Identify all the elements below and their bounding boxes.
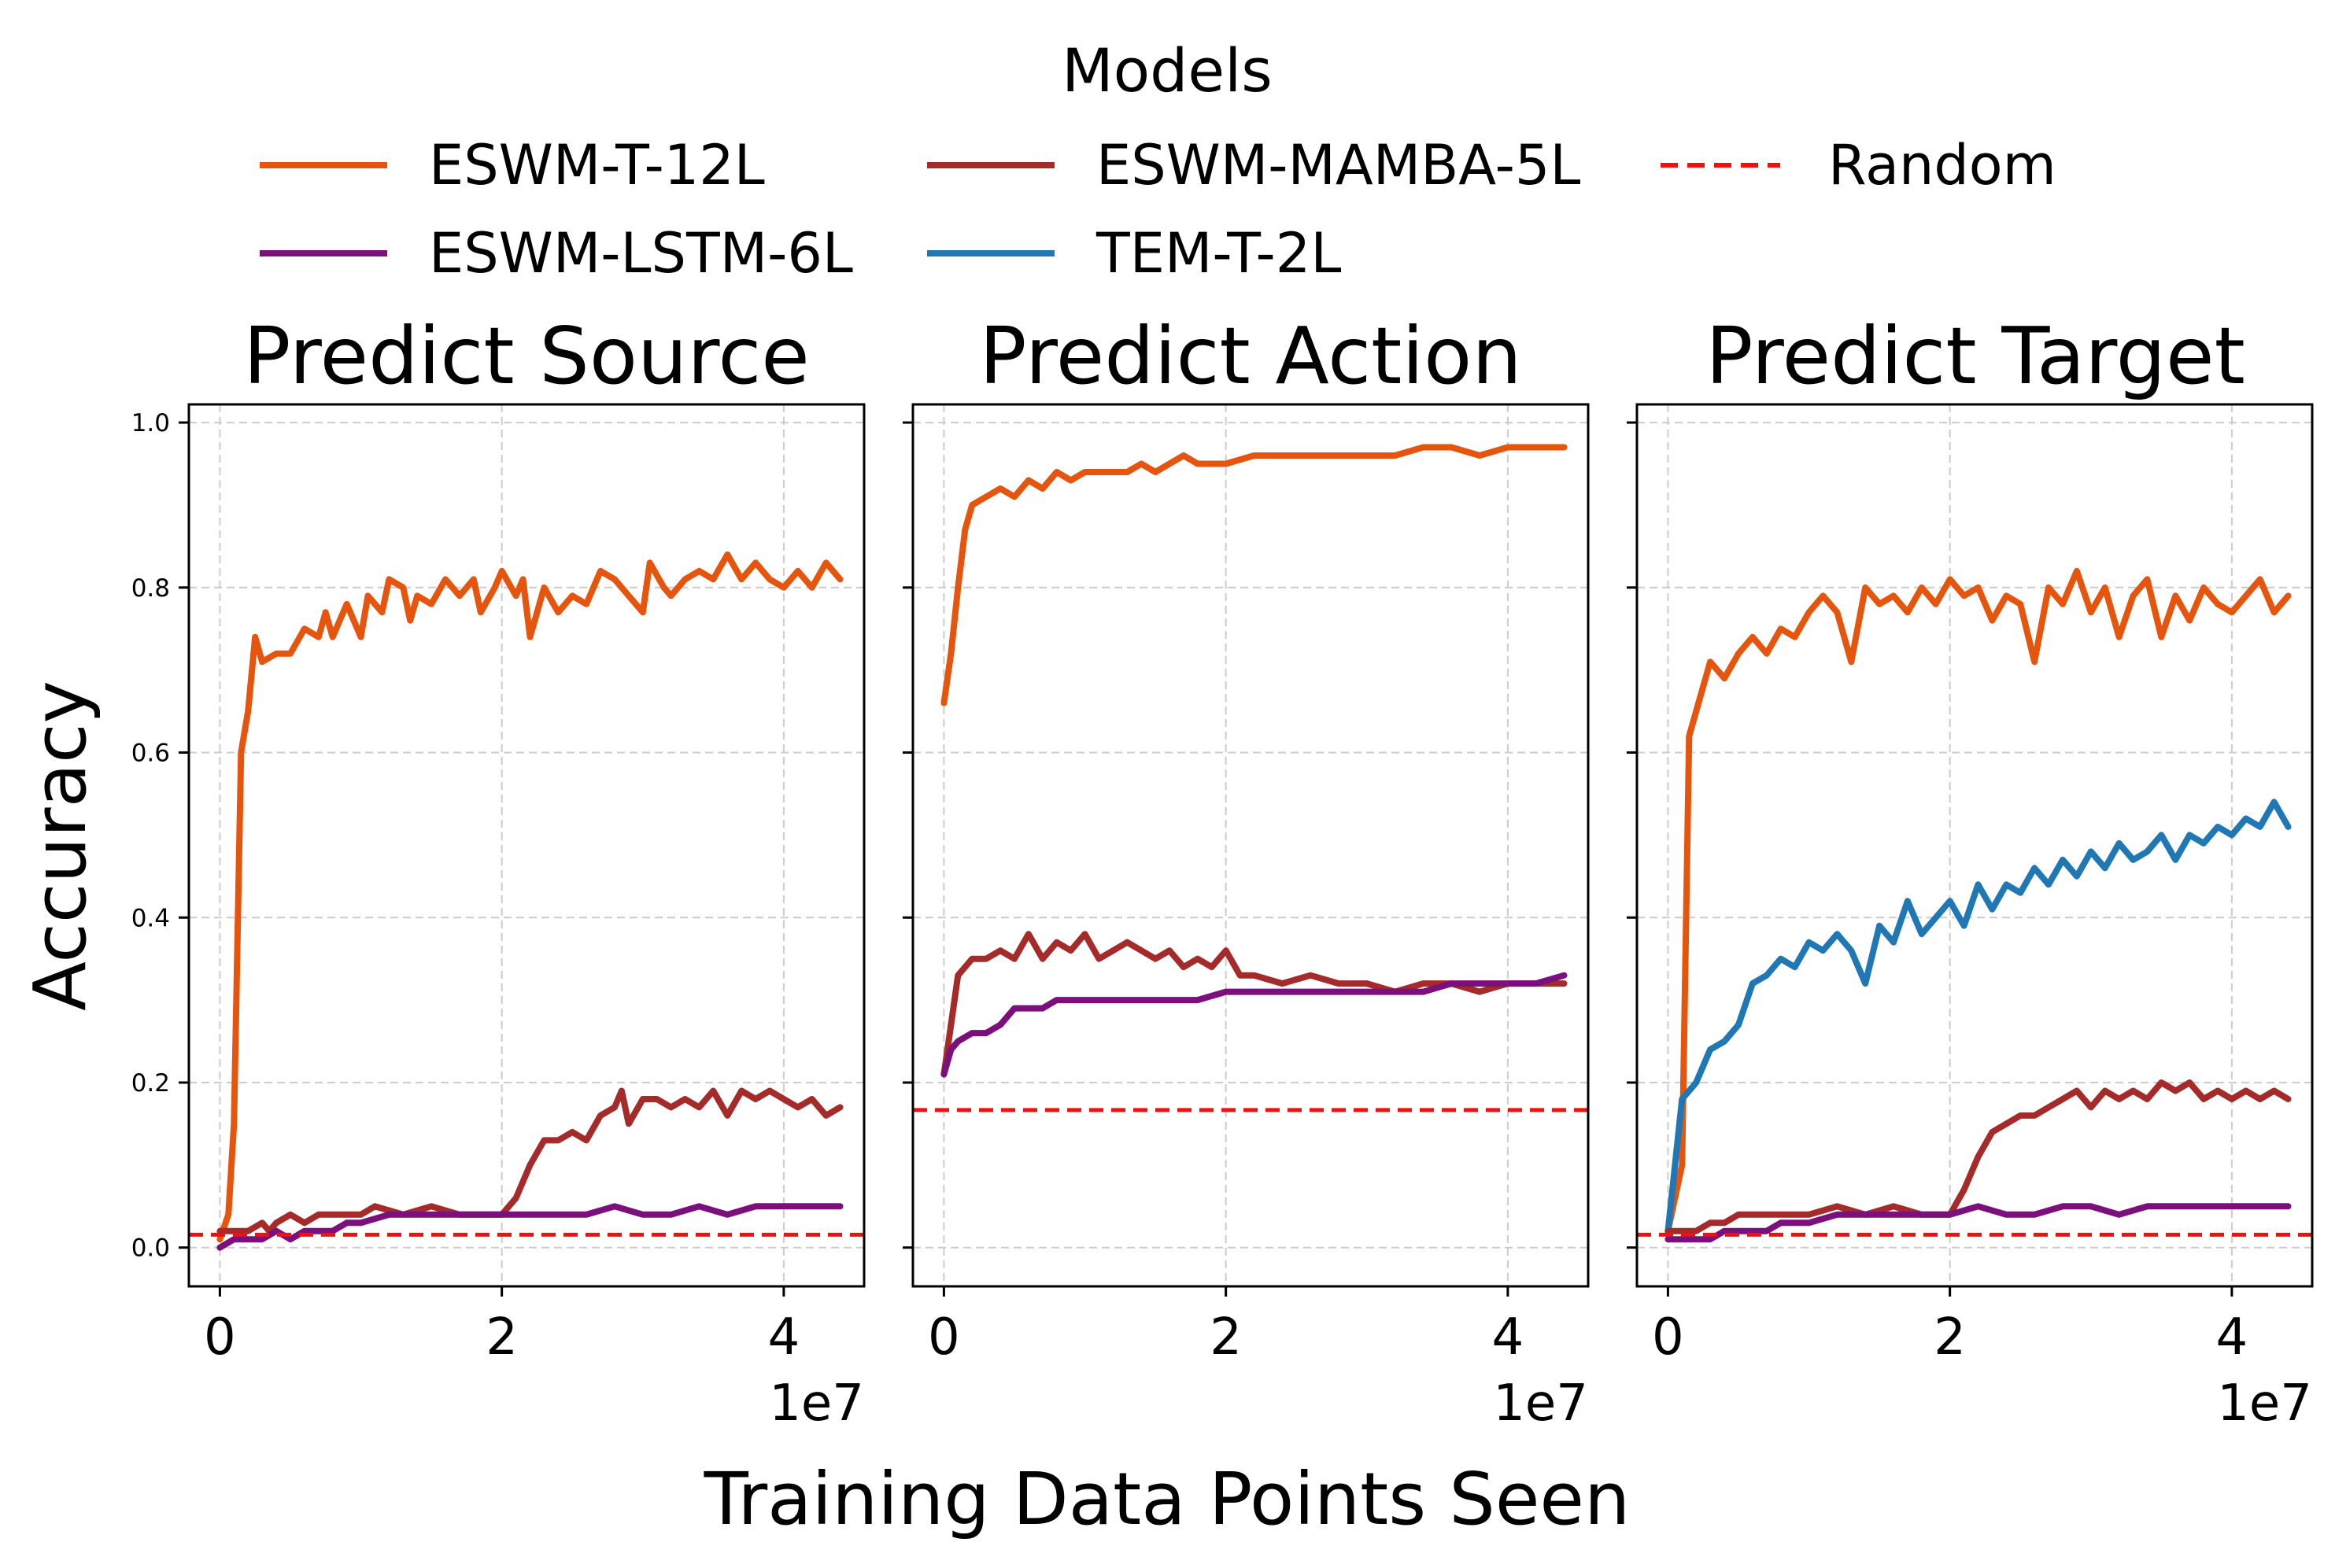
ticks — [1627, 421, 2233, 1297]
legend: Models ESWM-T-12L ESWM-MAMBA-5L Random E… — [260, 35, 2056, 286]
legend-entry-tem-t-2l: TEM-T-2L — [927, 221, 1341, 286]
x-offset-label: 1e7 — [769, 1374, 864, 1433]
axes-frame — [911, 403, 1590, 1288]
x-tick-label: 2 — [1934, 1308, 1966, 1367]
ticks — [903, 421, 1509, 1297]
y-tick-label: 0.0 — [131, 1234, 170, 1263]
x-offset-label: 1e7 — [1493, 1374, 1588, 1433]
x-tick-label: 0 — [928, 1308, 960, 1367]
x-tick-label: 2 — [1210, 1308, 1242, 1367]
panel-predict-target: Predict Target 0 2 4 1e7 — [1627, 310, 2314, 1433]
axes-frame — [187, 403, 866, 1288]
legend-entry-random: Random — [1661, 133, 2056, 197]
y-tick-label: 1.0 — [131, 409, 170, 437]
grid — [1637, 404, 2312, 1286]
series-eswm-mamba-5l — [216, 1087, 844, 1234]
x-tick-label: 2 — [486, 1308, 518, 1367]
series-lines — [189, 551, 864, 1251]
y-axis-label: Accuracy — [18, 681, 102, 1011]
x-tick-label: 0 — [1652, 1308, 1684, 1367]
legend-label-random: Random — [1828, 133, 2056, 197]
series-eswm-t-12l — [1664, 567, 2292, 1234]
legend-label-eswm-mamba-5l: ESWM-MAMBA-5L — [1096, 133, 1580, 197]
legend-label-eswm-lstm-6l: ESWM-LSTM-6L — [429, 221, 853, 286]
legend-title: Models — [1062, 35, 1273, 105]
grid — [189, 404, 864, 1286]
x-tick-labels: 0 2 4 — [928, 1308, 1524, 1367]
x-tick-label: 4 — [2216, 1308, 2248, 1367]
series-eswm-t-12l — [216, 551, 844, 1243]
series-eswm-t-12l — [940, 444, 1568, 707]
x-tick-label: 4 — [1492, 1308, 1524, 1367]
legend-entry-eswm-mamba-5l: ESWM-MAMBA-5L — [927, 133, 1580, 197]
x-axis-label: Training Data Points Seen — [704, 1457, 1631, 1541]
panel-title: Predict Source — [243, 310, 810, 402]
panel-predict-action: Predict Action 0 2 4 1e7 — [903, 310, 1590, 1433]
y-tick-label: 0.2 — [131, 1069, 170, 1098]
series-eswm-lstm-6l — [940, 972, 1568, 1078]
x-tick-labels: 0 2 4 — [1652, 1308, 2248, 1367]
series-lines — [1637, 567, 2312, 1243]
series-tem-t-2l — [1664, 799, 2292, 1234]
y-tick-label: 0.8 — [131, 574, 170, 603]
axes-frame — [1635, 403, 2314, 1288]
ticks — [179, 421, 785, 1297]
legend-entry-eswm-lstm-6l: ESWM-LSTM-6L — [260, 221, 853, 286]
y-tick-labels: 0.0 0.2 0.4 0.6 0.8 1.0 — [131, 409, 170, 1263]
x-tick-labels: 0 2 4 — [204, 1308, 800, 1367]
y-tick-label: 0.4 — [131, 904, 170, 932]
series-eswm-mamba-5l — [1664, 1079, 2292, 1234]
legend-label-eswm-t-12l: ESWM-T-12L — [429, 133, 765, 197]
x-tick-label: 0 — [204, 1308, 236, 1367]
x-tick-label: 4 — [768, 1308, 800, 1367]
series-lines — [913, 444, 1588, 1112]
series-eswm-lstm-6l — [1664, 1203, 2292, 1243]
y-tick-label: 0.6 — [131, 740, 170, 768]
panel-predict-source: Predict Source 0.0 0.2 0.4 0.6 0.8 1.0 0… — [131, 310, 866, 1433]
grid — [913, 404, 1588, 1286]
legend-entry-eswm-t-12l: ESWM-T-12L — [260, 133, 765, 197]
x-offset-label: 1e7 — [2217, 1374, 2312, 1433]
panel-title: Predict Target — [1705, 310, 2245, 402]
panel-title: Predict Action — [979, 310, 1521, 402]
legend-label-tem-t-2l: TEM-T-2L — [1095, 221, 1341, 286]
